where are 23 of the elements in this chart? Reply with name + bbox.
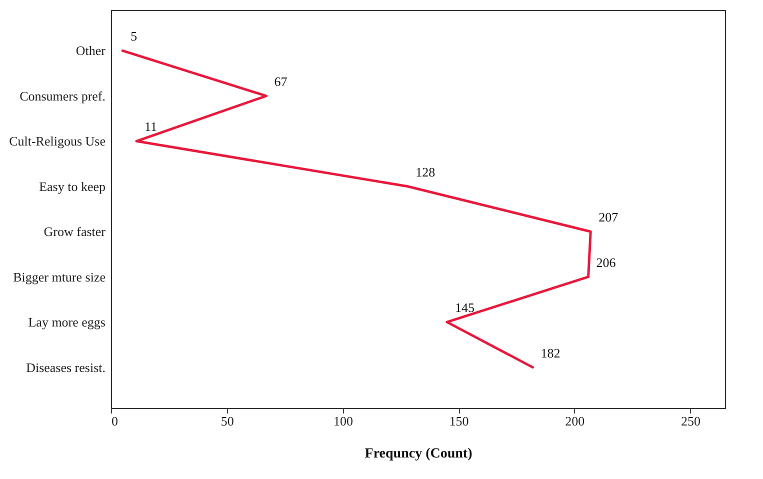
x-tick-label: 0 — [112, 414, 118, 428]
y-tick-label: Consumers pref. — [20, 88, 106, 104]
x-tick-label: 50 — [220, 414, 234, 428]
x-tick-label: 250 — [680, 414, 700, 428]
data-label: 182 — [540, 345, 560, 360]
data-label: 5 — [130, 28, 138, 44]
x-tick-label: 100 — [333, 414, 353, 428]
data-label: 11 — [144, 119, 158, 134]
data-label: 207 — [598, 210, 619, 225]
x-tick-label: 200 — [565, 414, 585, 428]
y-tick-label: Grow faster — [44, 224, 106, 240]
data-label: 145 — [454, 300, 474, 316]
data-label: 206 — [596, 254, 616, 270]
y-tick-label: Bigger mture size — [13, 269, 106, 284]
y-tick-label: Diseases resist. — [26, 360, 106, 375]
data-label: 67 — [274, 74, 288, 89]
y-tick-label: Easy to keep — [39, 178, 106, 194]
y-tick-label: Lay more eggs — [28, 314, 106, 330]
y-tick-label: Cult-Religous Use — [9, 134, 106, 149]
y-tick-label: Other — [76, 43, 106, 58]
data-label: 128 — [416, 164, 436, 180]
x-tick-label: 150 — [449, 414, 469, 428]
x-axis-title: Frequncy (Count) — [364, 446, 473, 462]
